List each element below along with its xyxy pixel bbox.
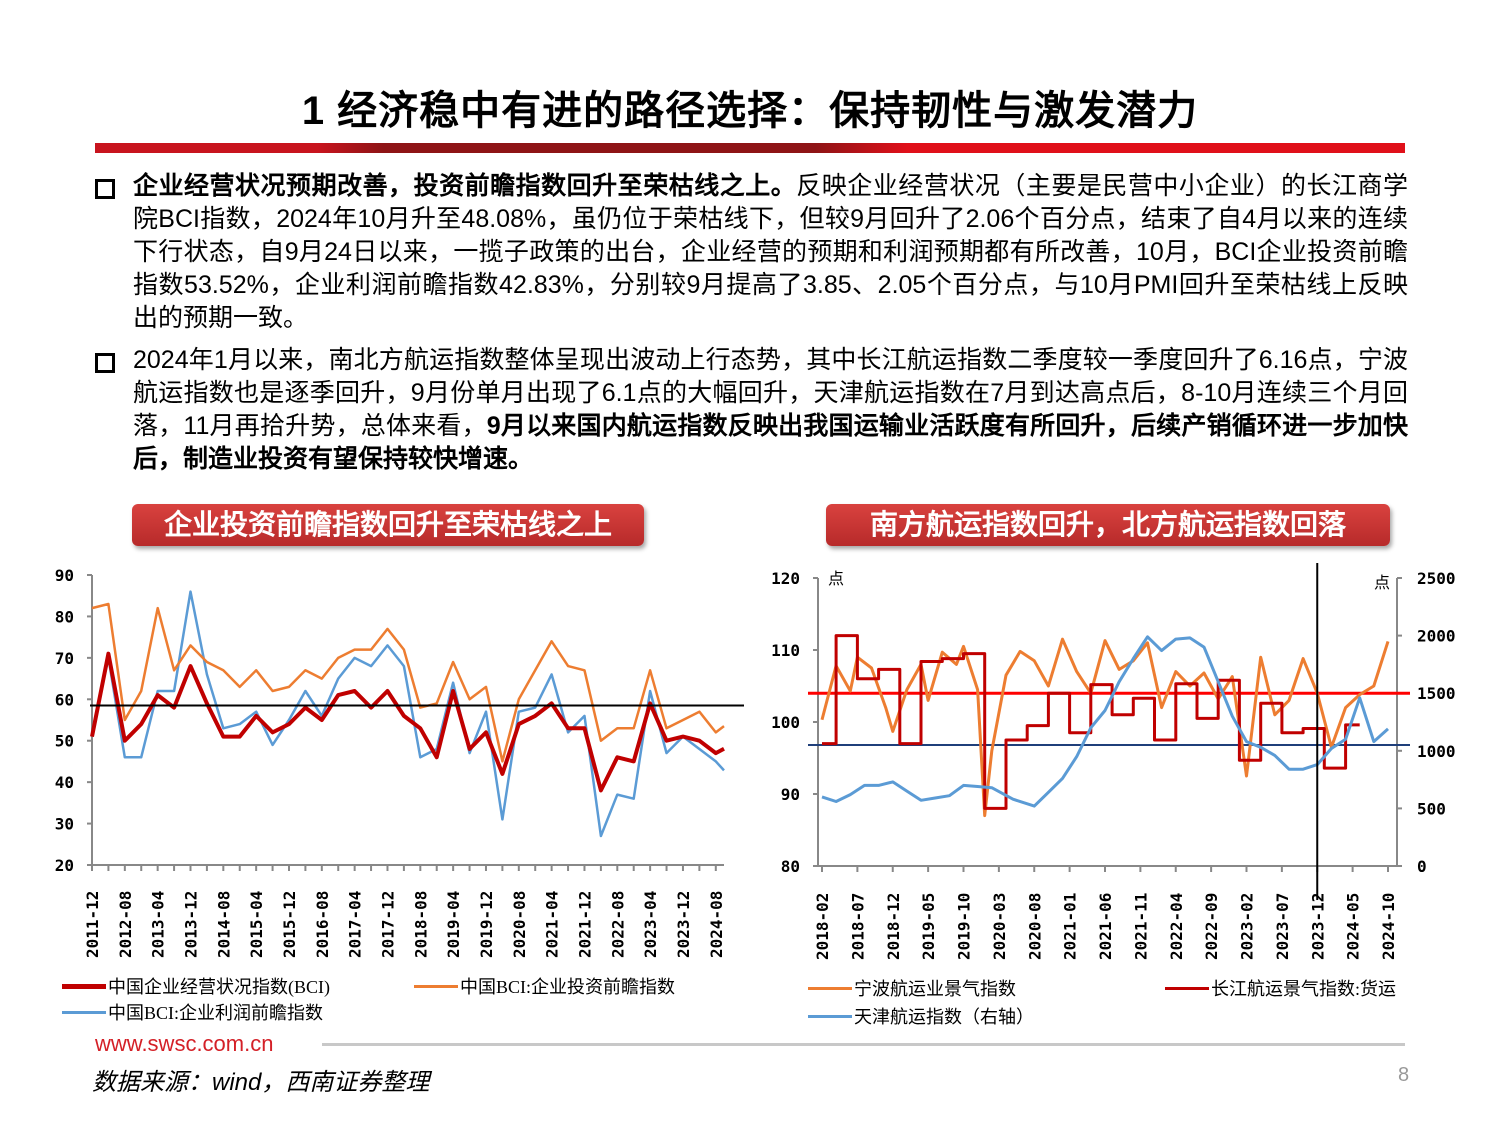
x-tick-label: 2011-12 bbox=[83, 891, 102, 958]
title-divider bbox=[95, 143, 1405, 153]
x-tick-label: 2021-01 bbox=[1061, 893, 1080, 960]
x-tick-label: 2018-12 bbox=[884, 893, 903, 960]
x-tick-label: 2013-04 bbox=[149, 891, 168, 958]
y-tick-label: 80 bbox=[781, 857, 800, 876]
left-unit-label: 点 bbox=[828, 569, 844, 588]
footer-divider bbox=[322, 1043, 1405, 1046]
bullet-2-text: 2024年1月以来，南北方航运指数整体呈现出波动上行态势，其中长江航运指数二季度… bbox=[133, 346, 1408, 440]
x-tick-label: 2019-04 bbox=[444, 891, 463, 958]
x-tick-label: 2021-06 bbox=[1096, 893, 1115, 960]
page-title: 1 经济稳中有进的路径选择：保持韧性与激发潜力 bbox=[301, 89, 1199, 133]
x-tick-label: 2024-10 bbox=[1379, 893, 1398, 960]
x-tick-label: 2023-12 bbox=[674, 891, 693, 958]
x-tick-label: 2024-08 bbox=[707, 891, 726, 958]
x-tick-label: 2021-12 bbox=[575, 891, 594, 958]
legend-swatch bbox=[808, 1014, 852, 1018]
x-tick-label: 2019-12 bbox=[477, 891, 496, 958]
legend-swatch bbox=[808, 986, 852, 990]
legend-swatch bbox=[62, 1010, 106, 1014]
y-tick-label: 60 bbox=[55, 690, 74, 709]
x-tick-label: 2019-10 bbox=[955, 893, 974, 960]
x-tick-label: 2018-07 bbox=[848, 893, 867, 960]
page-number: 8 bbox=[1398, 1064, 1410, 1086]
legend-yangtze: 长江航运景气指数:货运 bbox=[1165, 975, 1396, 1001]
y2-tick-label: 1000 bbox=[1417, 742, 1456, 761]
x-tick-label: 2021-11 bbox=[1131, 893, 1150, 960]
legend-label: 宁波航运业景气指数 bbox=[854, 979, 1016, 999]
x-tick-label: 2013-12 bbox=[181, 891, 200, 958]
x-tick-label: 2023-07 bbox=[1273, 893, 1292, 960]
y-tick-label: 20 bbox=[55, 856, 74, 875]
x-tick-label: 2024-05 bbox=[1344, 893, 1363, 960]
x-tick-label: 2023-04 bbox=[641, 891, 660, 958]
website-link[interactable]: www.swsc.com.cn bbox=[95, 1031, 274, 1056]
x-tick-label: 2022-09 bbox=[1202, 893, 1221, 960]
series-line-2 bbox=[90, 590, 725, 838]
y-tick-label: 70 bbox=[55, 649, 74, 668]
y2-tick-label: 1500 bbox=[1417, 684, 1456, 703]
legend-bci: 中国企业经营状况指数(BCI) bbox=[62, 973, 330, 999]
legend-profit: 中国BCI:企业利润前瞻指数 bbox=[62, 999, 323, 1025]
right-unit-label: 点 bbox=[1374, 573, 1390, 592]
series-line-0 bbox=[90, 651, 725, 793]
y-tick-label: 120 bbox=[771, 569, 800, 588]
x-tick-label: 2018-08 bbox=[411, 891, 430, 958]
square-bullet-icon bbox=[95, 353, 115, 373]
bullet-2-bold: 9月以来国内航运指数反映出我国运输业活跃度有所回升，后续产销循环进一步加快后，制… bbox=[133, 412, 1408, 473]
x-tick-label: 2017-12 bbox=[378, 891, 397, 958]
series-line-1 bbox=[822, 634, 1360, 810]
x-tick-label: 2022-04 bbox=[1167, 893, 1186, 960]
y-tick-label: 110 bbox=[771, 641, 800, 660]
x-tick-label: 2021-04 bbox=[543, 891, 562, 958]
y-tick-label: 90 bbox=[781, 785, 800, 804]
y2-tick-label: 2000 bbox=[1417, 627, 1456, 646]
x-tick-label: 2023-12 bbox=[1308, 893, 1327, 960]
y-tick-label: 30 bbox=[55, 815, 74, 834]
data-source: 数据来源：wind，西南证券整理 bbox=[92, 1069, 430, 1096]
x-tick-label: 2019-05 bbox=[919, 893, 938, 960]
legend-tianjin: 天津航运指数（右轴） bbox=[808, 1003, 1034, 1029]
left-chart-banner: 企业投资前瞻指数回升至荣枯线之上 bbox=[132, 504, 644, 546]
x-tick-label: 2020-03 bbox=[990, 893, 1009, 960]
bullet-2: 2024年1月以来，南北方航运指数整体呈现出波动上行态势，其中长江航运指数二季度… bbox=[95, 344, 1408, 476]
x-tick-label: 2016-08 bbox=[313, 891, 332, 958]
bullet-1: 企业经营状况预期改善，投资前瞻指数回升至荣枯线之上。反映企业经营状况（主要是民营… bbox=[95, 170, 1408, 335]
series-line-2 bbox=[821, 635, 1389, 808]
square-bullet-icon bbox=[95, 179, 115, 199]
x-tick-label: 2014-08 bbox=[214, 891, 233, 958]
legend-label: 中国BCI:企业利润前瞻指数 bbox=[108, 1003, 324, 1023]
y-tick-label: 90 bbox=[55, 566, 74, 585]
x-tick-label: 2015-04 bbox=[247, 891, 266, 958]
right-chart-banner: 南方航运指数回升，北方航运指数回落 bbox=[826, 504, 1390, 546]
legend-invest: 中国BCI:企业投资前瞻指数 bbox=[414, 973, 675, 999]
x-tick-label: 2012-08 bbox=[116, 891, 135, 958]
y-tick-label: 50 bbox=[55, 732, 74, 751]
legend-label: 中国企业经营状况指数(BCI) bbox=[108, 977, 330, 997]
bullet-1-bold: 企业经营状况预期改善，投资前瞻指数回升至荣枯线之上。 bbox=[133, 172, 797, 200]
x-tick-label: 2020-08 bbox=[510, 891, 529, 958]
x-tick-label: 2023-02 bbox=[1238, 893, 1257, 960]
legend-ningbo: 宁波航运业景气指数 bbox=[808, 975, 1016, 1001]
x-tick-label: 2017-04 bbox=[346, 891, 365, 958]
y-tick-label: 40 bbox=[55, 773, 74, 792]
legend-label: 天津航运指数（右轴） bbox=[854, 1007, 1034, 1027]
legend-label: 中国BCI:企业投资前瞻指数 bbox=[460, 977, 676, 997]
y-tick-label: 80 bbox=[55, 607, 74, 626]
legend-swatch bbox=[414, 984, 458, 988]
legend-label: 长江航运景气指数:货运 bbox=[1211, 979, 1396, 999]
bullet-1-text: 反映企业经营状况（主要是民营中小企业）的长江商学院BCI指数，2024年10月升… bbox=[133, 172, 1408, 332]
y-tick-label: 100 bbox=[771, 713, 800, 732]
legend-swatch bbox=[62, 983, 106, 989]
x-tick-label: 2022-08 bbox=[608, 891, 627, 958]
series-line-1 bbox=[91, 602, 725, 763]
y2-tick-label: 0 bbox=[1417, 857, 1427, 876]
legend-swatch bbox=[1165, 986, 1209, 990]
x-tick-label: 2018-02 bbox=[813, 893, 832, 960]
y2-tick-label: 2500 bbox=[1417, 569, 1456, 588]
series-line-0 bbox=[820, 637, 1390, 818]
x-tick-label: 2020-08 bbox=[1025, 893, 1044, 960]
y2-tick-label: 500 bbox=[1417, 799, 1446, 818]
x-tick-label: 2015-12 bbox=[280, 891, 299, 958]
